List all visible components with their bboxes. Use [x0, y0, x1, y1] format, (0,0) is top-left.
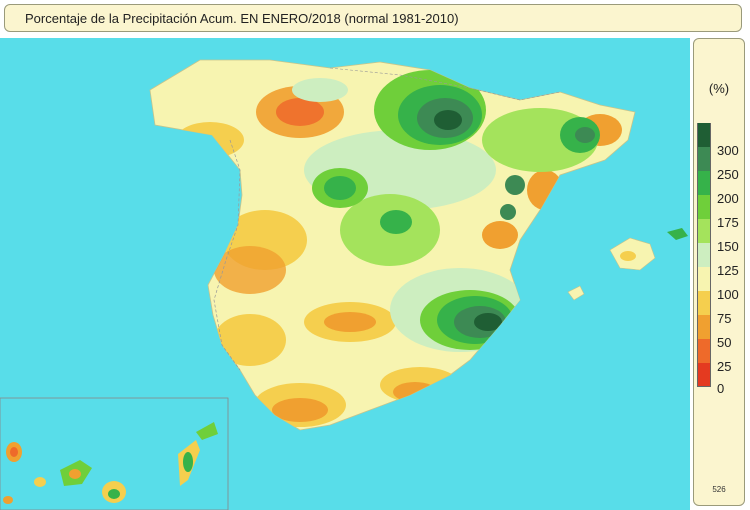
- legend-label: 175: [717, 215, 739, 230]
- legend-swatch-300: [697, 123, 711, 147]
- legend-label: 150: [717, 239, 739, 254]
- legend-swatch-50: [697, 315, 711, 339]
- legend-swatch-0: [697, 363, 711, 387]
- legend-label: 100: [717, 287, 739, 302]
- map-title: Porcentaje de la Precipitación Acum. EN …: [25, 11, 459, 26]
- legend-label: 200: [717, 191, 739, 206]
- legend-label: 50: [717, 335, 732, 350]
- legend-swatch-200: [697, 171, 711, 195]
- map-canvas: [0, 38, 690, 510]
- legend-label: 250: [717, 167, 739, 182]
- legend-label: 300: [717, 143, 739, 158]
- balearic-islands: [567, 228, 688, 301]
- legend-swatch-125: [697, 243, 711, 267]
- legend-swatch-250: [697, 147, 711, 171]
- legend-swatch-75: [697, 291, 711, 315]
- legend-label: 25: [717, 359, 732, 374]
- map-title-bar: Porcentaje de la Precipitación Acum. EN …: [4, 4, 742, 32]
- legend-footer-code: 526: [712, 485, 726, 494]
- northern-sea: [330, 38, 690, 120]
- precipitation-map: [0, 38, 690, 510]
- canary-islands-inset: [0, 397, 229, 510]
- legend-unit: (%): [708, 81, 730, 96]
- legend-panel: (%) 300 250 200 175 150 125 100 75 50 25…: [693, 38, 745, 506]
- iberian-peninsula: [149, 59, 636, 431]
- legend-swatch-175: [697, 195, 711, 219]
- legend-swatch-25: [697, 339, 711, 363]
- legend-swatch-100: [697, 267, 711, 291]
- legend-label: 75: [717, 311, 732, 326]
- legend-swatch-150: [697, 219, 711, 243]
- legend-label: 0: [717, 381, 725, 396]
- legend-label: 125: [717, 263, 739, 278]
